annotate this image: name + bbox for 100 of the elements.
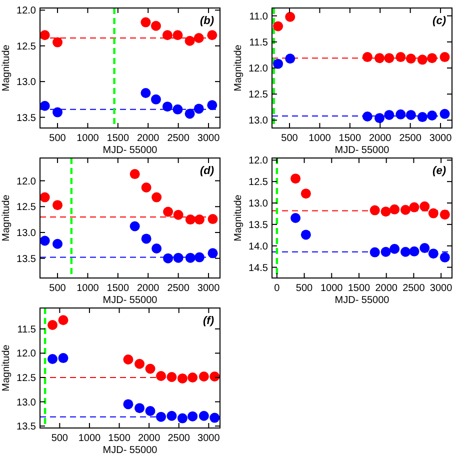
point (52, 107, 63, 118)
point (152, 244, 162, 254)
point (300, 188, 311, 199)
point (208, 248, 218, 258)
point (440, 108, 450, 119)
y-tick-label: 12.5 (16, 41, 36, 52)
point (48, 354, 58, 364)
point (396, 109, 406, 120)
y-tick-label: 12.0 (248, 64, 268, 74)
point (185, 252, 196, 263)
point (374, 113, 385, 124)
point (417, 112, 428, 122)
x-tick-label: 3000 (197, 283, 220, 294)
point (380, 206, 391, 217)
point (390, 244, 400, 254)
point (150, 94, 161, 104)
point (152, 192, 162, 202)
annotation: (c) (432, 15, 446, 27)
y-tick-label: 14.5 (248, 262, 268, 274)
point (194, 252, 204, 262)
point (163, 253, 174, 264)
point (162, 30, 172, 40)
point (198, 410, 209, 421)
y-tick-label: 11.5 (249, 37, 268, 48)
x-tick-label: 2500 (399, 133, 422, 144)
point (177, 373, 188, 384)
point (440, 52, 450, 62)
point (172, 30, 183, 40)
point (162, 102, 172, 112)
point (285, 12, 296, 22)
y-tick-label: 13.0 (248, 116, 268, 127)
point (52, 238, 63, 249)
y-tick-label: 12.5 (16, 372, 36, 384)
point (380, 246, 391, 257)
point (188, 411, 198, 422)
point (134, 403, 145, 414)
point (194, 104, 204, 114)
y-tick-label: 13.0 (16, 397, 36, 408)
y-tick-label: 12.0 (16, 348, 36, 360)
x-tick-label: 2000 (136, 283, 160, 294)
point (362, 52, 372, 62)
x-tick-label: 1000 (76, 133, 100, 144)
x-axis-title: MJD- 55000 (102, 145, 158, 156)
point (40, 30, 50, 40)
y-axis-title: Magnitude (1, 194, 12, 242)
point (48, 320, 58, 330)
point (290, 174, 301, 184)
x-axis-title: MJD- 55000 (334, 145, 390, 156)
y-tick-label: 13.5 (16, 254, 36, 265)
x-tick-label: 500 (51, 433, 68, 444)
point (156, 371, 166, 382)
point (145, 406, 156, 416)
point (188, 372, 198, 382)
point (58, 353, 68, 364)
y-tick-label: 12.5 (248, 177, 268, 188)
point (384, 53, 394, 64)
point (194, 33, 204, 43)
point (130, 169, 140, 180)
point (406, 110, 416, 120)
y-tick-label: 14.0 (248, 241, 268, 252)
y-tick-label: 12.0 (16, 6, 36, 17)
y-tick-label: 12.5 (16, 202, 36, 214)
point (173, 210, 184, 220)
y-axis-title: Magnitude (233, 44, 244, 92)
point (145, 364, 156, 374)
point (400, 246, 410, 257)
y-tick-label: 13.5 (248, 220, 268, 231)
point (400, 204, 410, 215)
point (374, 53, 385, 64)
point (150, 20, 161, 31)
x-tick-label: 2000 (136, 133, 160, 144)
x-tick-label: 0 (274, 283, 280, 294)
x-tick-label: 3000 (429, 133, 452, 144)
y-tick-label: 12.0 (248, 156, 268, 167)
point (184, 108, 195, 119)
x-tick-label: 1000 (320, 283, 344, 294)
x-tick-label: 1000 (308, 133, 332, 144)
x-tick-label: 500 (49, 283, 66, 294)
x-axis-title: MJD- 55000 (102, 445, 158, 456)
x-axis-title: MJD- 55000 (102, 295, 158, 306)
point (409, 246, 420, 256)
point (173, 252, 184, 263)
point (52, 200, 63, 210)
point (370, 205, 380, 216)
point (141, 182, 152, 192)
x-tick-label: 2500 (167, 283, 190, 294)
point (185, 214, 196, 225)
point (156, 412, 166, 422)
point (184, 36, 195, 46)
point (177, 413, 188, 424)
annotation: (f) (203, 315, 214, 327)
point (417, 54, 428, 65)
point (273, 21, 284, 32)
x-tick-label: 1500 (338, 133, 362, 144)
y-tick-label: 13.0 (16, 77, 36, 88)
x-tick-label: 2500 (402, 283, 426, 294)
y-tick-label: 13.5 (16, 112, 36, 124)
x-tick-label: 1500 (106, 133, 130, 144)
y-axis-title: Magnitude (1, 344, 12, 392)
x-tick-label: 2000 (368, 133, 392, 144)
